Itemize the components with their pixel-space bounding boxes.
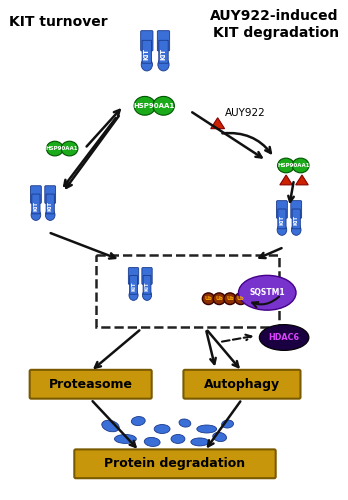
FancyBboxPatch shape (141, 30, 153, 51)
FancyBboxPatch shape (143, 48, 151, 66)
Ellipse shape (45, 210, 55, 220)
Ellipse shape (277, 224, 287, 235)
Text: KIT: KIT (131, 282, 136, 291)
FancyBboxPatch shape (46, 194, 54, 214)
FancyBboxPatch shape (32, 194, 40, 214)
FancyBboxPatch shape (291, 200, 302, 218)
Text: HSP90AA1: HSP90AA1 (277, 163, 310, 168)
FancyBboxPatch shape (183, 370, 300, 398)
Ellipse shape (259, 324, 309, 350)
Polygon shape (211, 118, 224, 128)
FancyBboxPatch shape (144, 282, 150, 296)
FancyBboxPatch shape (128, 268, 139, 284)
Ellipse shape (291, 224, 301, 235)
Ellipse shape (213, 432, 227, 442)
Text: KIT: KIT (144, 48, 150, 60)
Ellipse shape (31, 210, 41, 220)
Ellipse shape (134, 96, 156, 115)
FancyBboxPatch shape (142, 268, 152, 284)
Text: Proteasome: Proteasome (49, 378, 133, 391)
FancyBboxPatch shape (293, 216, 299, 232)
Text: AUY922: AUY922 (224, 108, 265, 118)
FancyBboxPatch shape (74, 450, 276, 478)
Ellipse shape (278, 158, 294, 173)
Ellipse shape (292, 158, 309, 173)
Ellipse shape (158, 58, 169, 71)
Ellipse shape (171, 434, 185, 444)
Text: KIT: KIT (48, 200, 53, 210)
Text: KIT: KIT (279, 216, 284, 226)
Text: KIT: KIT (33, 200, 38, 210)
FancyBboxPatch shape (143, 276, 151, 294)
Ellipse shape (238, 276, 296, 310)
Ellipse shape (153, 96, 174, 115)
FancyBboxPatch shape (157, 30, 169, 51)
Text: Ub: Ub (237, 296, 245, 301)
FancyBboxPatch shape (292, 209, 300, 229)
FancyBboxPatch shape (160, 48, 167, 66)
Ellipse shape (179, 419, 191, 427)
Text: Protein degradation: Protein degradation (104, 458, 246, 470)
Ellipse shape (114, 434, 136, 444)
Text: AUY922-induced
KIT degradation: AUY922-induced KIT degradation (210, 10, 339, 40)
FancyBboxPatch shape (277, 200, 287, 218)
FancyBboxPatch shape (279, 216, 285, 232)
Text: HDAC6: HDAC6 (269, 333, 300, 342)
FancyBboxPatch shape (129, 276, 137, 294)
Ellipse shape (131, 416, 145, 426)
Text: HSP90AA1: HSP90AA1 (46, 146, 78, 151)
Ellipse shape (197, 425, 217, 433)
FancyBboxPatch shape (278, 209, 286, 229)
Ellipse shape (102, 420, 119, 432)
Text: SQSTM1: SQSTM1 (250, 288, 285, 298)
Text: Ub: Ub (205, 296, 212, 301)
Ellipse shape (129, 290, 138, 300)
Text: HSP90AA1: HSP90AA1 (134, 103, 175, 109)
Ellipse shape (224, 293, 236, 304)
Text: KIT turnover: KIT turnover (9, 16, 108, 30)
Ellipse shape (222, 420, 234, 428)
FancyBboxPatch shape (47, 201, 53, 216)
FancyBboxPatch shape (142, 40, 151, 63)
Ellipse shape (141, 58, 152, 71)
FancyBboxPatch shape (30, 370, 152, 398)
Ellipse shape (213, 293, 225, 304)
Ellipse shape (46, 141, 63, 156)
Ellipse shape (191, 438, 209, 446)
FancyBboxPatch shape (159, 40, 168, 63)
Text: Ub: Ub (226, 296, 234, 301)
FancyBboxPatch shape (31, 186, 41, 204)
Ellipse shape (235, 293, 247, 304)
Polygon shape (296, 175, 308, 185)
FancyBboxPatch shape (33, 201, 39, 216)
Ellipse shape (202, 293, 215, 304)
Text: Autophagy: Autophagy (204, 378, 280, 391)
Text: KIT: KIT (160, 48, 166, 60)
Ellipse shape (61, 141, 78, 156)
Ellipse shape (154, 424, 170, 434)
FancyBboxPatch shape (130, 282, 136, 296)
Ellipse shape (142, 290, 152, 300)
Ellipse shape (144, 438, 160, 446)
Text: Ub: Ub (215, 296, 223, 301)
Text: KIT: KIT (294, 216, 299, 226)
Bar (96, 255, 279, 326)
FancyBboxPatch shape (45, 186, 56, 204)
Polygon shape (280, 175, 292, 185)
Text: KIT: KIT (144, 282, 150, 291)
